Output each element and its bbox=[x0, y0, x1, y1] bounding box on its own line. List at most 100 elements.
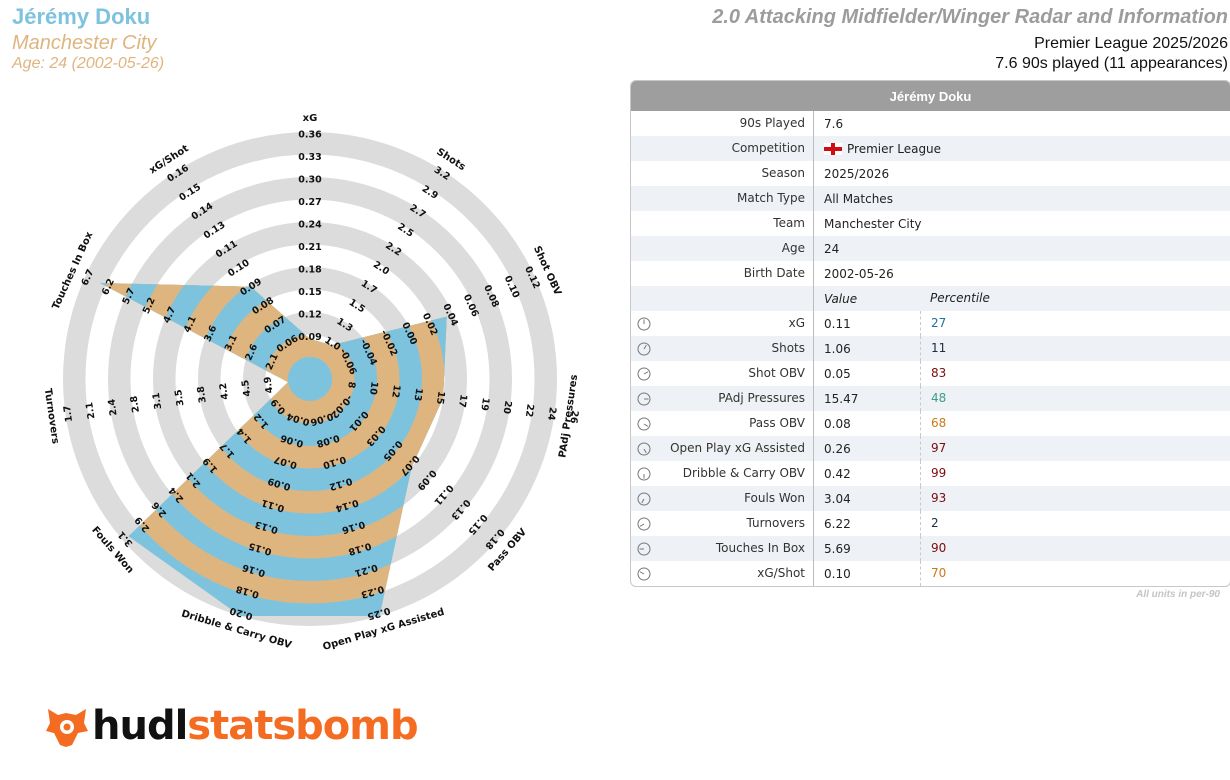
metric-label: Shot OBV bbox=[657, 361, 814, 386]
radar-metric-label: Turnovers bbox=[42, 388, 61, 445]
metric-value: 0.05 bbox=[824, 366, 851, 381]
competition-season-line: Premier League 2025/2026 bbox=[1034, 35, 1228, 52]
metric-value: 0.10 bbox=[824, 566, 851, 581]
metric-label: Dribble & Carry OBV bbox=[657, 461, 814, 486]
units-note: All units in per-90 bbox=[1136, 589, 1220, 600]
table-row: Age 24 bbox=[631, 236, 1230, 261]
radar-tick-label: 10 bbox=[367, 381, 380, 396]
fouls-icon bbox=[631, 486, 657, 511]
metric-value: 0.26 bbox=[824, 441, 851, 456]
player-info-table: Jérémy Doku 90s Played 7.6 Competition Pr… bbox=[630, 80, 1230, 587]
radar-tick-label: 3.1 bbox=[151, 392, 164, 410]
radar-tick-label: 13 bbox=[412, 387, 425, 402]
metric-percentile: 48 bbox=[920, 386, 946, 411]
metric-label: Shots bbox=[657, 336, 814, 361]
radar-tick-label: 0.18 bbox=[298, 265, 322, 276]
info-value: 24 bbox=[824, 241, 840, 256]
radar-tick-label: 8 bbox=[345, 381, 357, 389]
metric-percentile: 99 bbox=[920, 461, 946, 486]
radar-tick-label: 0.33 bbox=[298, 152, 321, 163]
table-row: Team Manchester City bbox=[631, 211, 1230, 236]
table-row: Turnovers 6.22 2 bbox=[631, 511, 1230, 536]
table-row: xG 0.11 27 bbox=[631, 311, 1230, 336]
radar-tick-label: 2.4 bbox=[106, 398, 119, 417]
info-label: Season bbox=[631, 161, 814, 186]
turnovers-icon bbox=[631, 511, 657, 536]
metric-label: Touches In Box bbox=[657, 536, 814, 561]
radar-tick-label: 20 bbox=[501, 400, 514, 415]
radar-tick-label: 26 bbox=[567, 410, 580, 425]
radar-tick-label: 3.5 bbox=[173, 389, 186, 407]
info-label: Team bbox=[631, 211, 814, 236]
xg-icon bbox=[631, 311, 657, 336]
xg-shot-icon bbox=[631, 561, 657, 586]
table-row: Shot OBV 0.05 83 bbox=[631, 361, 1230, 386]
radar-tick-label: 1.7 bbox=[62, 405, 75, 423]
hudl-fox-icon bbox=[46, 709, 88, 747]
info-label: Match Type bbox=[631, 186, 814, 211]
table-row: Birth Date 2002-05-26 bbox=[631, 261, 1230, 286]
radar-tick-label: 0.24 bbox=[298, 220, 322, 231]
radar-tick-label: 15 bbox=[434, 390, 447, 405]
logo-statsbomb: statsbomb bbox=[187, 703, 418, 749]
metric-percentile: 97 bbox=[920, 436, 946, 461]
radar-tick-label: 22 bbox=[523, 403, 536, 418]
metric-value: 0.11 bbox=[824, 316, 851, 331]
metric-label: Turnovers bbox=[657, 511, 814, 536]
table-row: Shots 1.06 11 bbox=[631, 336, 1230, 361]
table-row: Pass OBV 0.08 68 bbox=[631, 411, 1230, 436]
metric-percentile: 27 bbox=[920, 311, 946, 336]
table-row: xG/Shot 0.10 70 bbox=[631, 561, 1230, 586]
table-row: 90s Played 7.6 bbox=[631, 111, 1230, 136]
metric-percentile: 90 bbox=[920, 536, 946, 561]
metric-percentile: 11 bbox=[920, 336, 946, 361]
metric-label: Pass OBV bbox=[657, 411, 814, 436]
metric-value: 0.42 bbox=[824, 466, 851, 481]
radar-tick-label: 0.09 bbox=[298, 332, 321, 343]
radar-tick-label: 2.1 bbox=[84, 401, 97, 419]
metric-value: 3.04 bbox=[824, 491, 851, 506]
metric-label: xG/Shot bbox=[657, 561, 814, 586]
radar-tick-label: 12 bbox=[389, 384, 402, 399]
metric-value: 6.22 bbox=[824, 516, 851, 531]
info-value: 2002-05-26 bbox=[824, 266, 894, 281]
metric-percentile: 93 bbox=[920, 486, 946, 511]
report-title: 2.0 Attacking Midfielder/Winger Radar an… bbox=[712, 6, 1228, 28]
touches-icon bbox=[631, 536, 657, 561]
metric-label: xG bbox=[657, 311, 814, 336]
metric-value: 0.08 bbox=[824, 416, 851, 431]
radar-tick-label: 0.36 bbox=[298, 130, 322, 141]
age-line: Age: 24 (2002-05-26) bbox=[12, 55, 165, 72]
radar-tick-label: 3.8 bbox=[195, 385, 208, 404]
radar-tick-label: 4.2 bbox=[218, 382, 231, 400]
table-row: Fouls Won 3.04 93 bbox=[631, 486, 1230, 511]
radar-tick-label: 4.9 bbox=[262, 376, 275, 394]
radar-tick-label: 4.5 bbox=[240, 379, 253, 397]
radar-metric-label: xG bbox=[303, 113, 318, 124]
metric-value: 15.47 bbox=[824, 391, 859, 406]
metric-label: PAdj Pressures bbox=[657, 386, 814, 411]
info-label: Competition bbox=[631, 136, 814, 161]
info-label bbox=[631, 286, 814, 311]
info-value: 2025/2026 bbox=[824, 166, 890, 181]
player-name: Jérémy Doku bbox=[12, 4, 151, 29]
table-row: Touches In Box 5.69 90 bbox=[631, 536, 1230, 561]
table-row: Value Percentile bbox=[631, 286, 1230, 311]
metric-percentile: 2 bbox=[920, 511, 939, 536]
radar-tick-label: 2.8 bbox=[129, 395, 142, 414]
table-row: Dribble & Carry OBV 0.42 99 bbox=[631, 461, 1230, 486]
radar-tick-label: 0.21 bbox=[298, 242, 321, 253]
info-value: 7.6 bbox=[824, 116, 844, 131]
england-flag-icon bbox=[824, 143, 842, 155]
shots-icon bbox=[631, 336, 657, 361]
info-label: Birth Date bbox=[631, 261, 814, 286]
percentile-header: Percentile bbox=[930, 291, 990, 305]
metric-percentile: 68 bbox=[920, 411, 946, 436]
radar-tick-label: 19 bbox=[478, 397, 491, 412]
radar-tick-label: 0.12 bbox=[298, 310, 321, 321]
radar-tick-label: 24 bbox=[545, 406, 558, 421]
table-row: Season 2025/2026 bbox=[631, 161, 1230, 186]
club-name: Manchester City bbox=[12, 32, 157, 54]
radar-tick-label: 0.27 bbox=[298, 197, 321, 208]
shot-obv-icon bbox=[631, 361, 657, 386]
